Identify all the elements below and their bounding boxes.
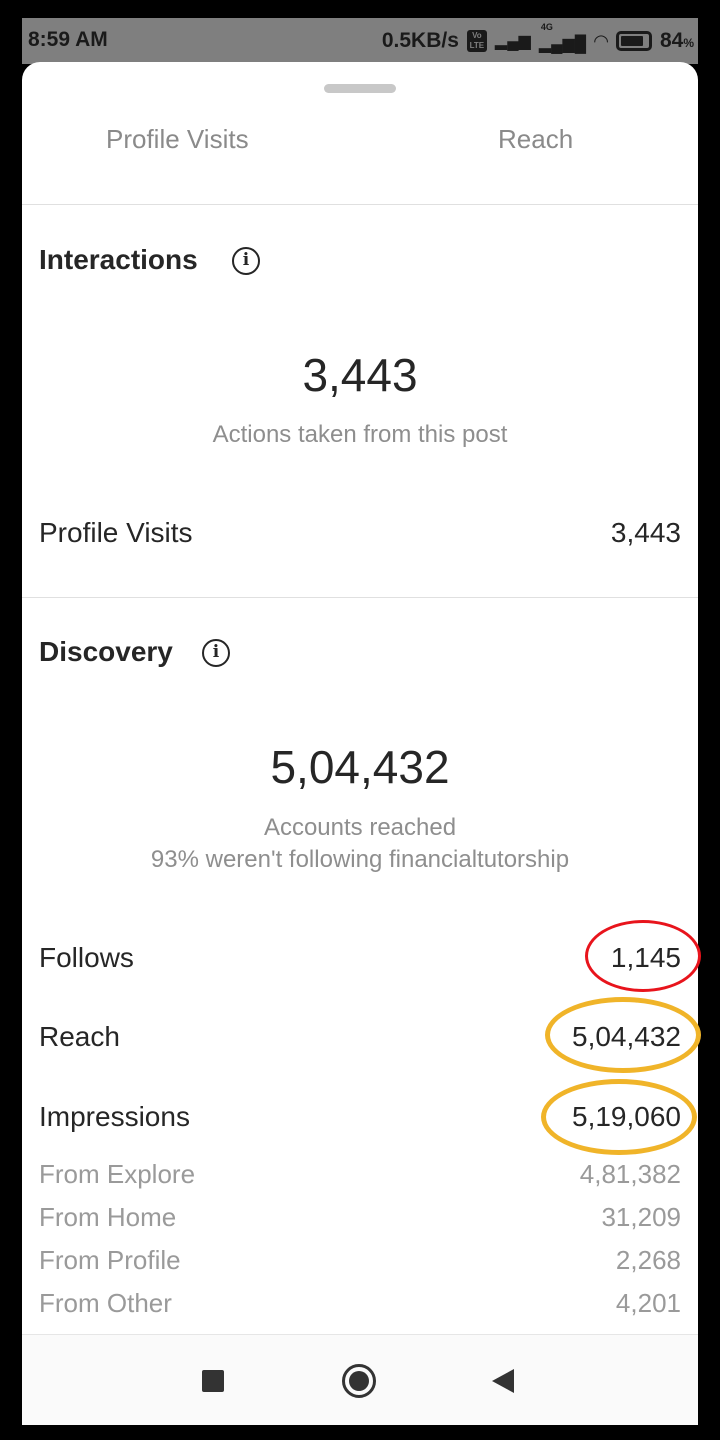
volte-badge: Vo LTE (466, 30, 487, 52)
status-bar: 8:59 AM 0.5KB/s Vo LTE ▂▄▆ 4G ▂▄▆█ ◠ 84% (22, 18, 698, 64)
row-label: From Explore (39, 1159, 196, 1189)
discovery-caption-followers: 93% weren't following financialtutorship (150, 846, 570, 873)
row-value: 2,268 (615, 1245, 681, 1275)
row-value: 31,209 (601, 1202, 681, 1232)
source-row: From Home 31,209 (39, 1202, 681, 1233)
signal-icon: ▂▄▆ (494, 33, 531, 50)
row-label: From Other (39, 1288, 172, 1318)
network-type: 4G (540, 22, 553, 32)
divider (22, 204, 698, 205)
row-value: 4,201 (615, 1288, 681, 1318)
source-row: From Explore 4,81,382 (39, 1159, 681, 1190)
row-label: Follows (39, 942, 134, 973)
battery-level: 84% (659, 29, 694, 52)
yellow-annotation-circle (541, 1079, 697, 1155)
interactions-total: 3,443 (302, 349, 418, 401)
row-label: Profile Visits (39, 517, 193, 548)
info-icon[interactable]: i (202, 639, 230, 667)
network-speed: 0.5KB/s (381, 29, 459, 52)
row-value: 4,81,382 (579, 1159, 681, 1189)
info-icon[interactable]: i (232, 247, 260, 275)
row-label: Impressions (39, 1101, 190, 1132)
red-annotation-circle (585, 920, 701, 992)
discovery-title: Discovery (39, 636, 173, 667)
profile-visits-row: Profile Visits 3,443 (39, 517, 681, 549)
row-value: 3,443 (610, 517, 681, 548)
circle-icon[interactable] (342, 1364, 376, 1398)
source-row: From Profile 2,268 (39, 1245, 681, 1276)
interactions-caption: Actions taken from this post (212, 421, 508, 448)
discovery-caption: Accounts reached (263, 814, 457, 841)
divider (22, 597, 698, 598)
system-nav-bar (22, 1334, 698, 1425)
wifi-icon: ◠ (594, 30, 608, 51)
source-row: From Other 4,201 (39, 1288, 681, 1319)
signal-4g-icon: 4G ▂▄▆█ (538, 22, 587, 53)
triangle-back-icon[interactable] (492, 1369, 514, 1393)
battery-icon (615, 31, 652, 51)
interactions-title: Interactions (39, 244, 198, 275)
row-label: From Profile (39, 1245, 181, 1275)
tab-reach[interactable]: Reach (498, 124, 574, 154)
insights-sheet: Profile Visits Reach Interactions i 3,44… (22, 62, 701, 1425)
tab-profile-visits[interactable]: Profile Visits (106, 124, 249, 154)
square-icon[interactable] (202, 1370, 224, 1392)
status-time: 8:59 AM (28, 28, 108, 51)
drag-handle[interactable] (324, 84, 396, 93)
row-label: From Home (39, 1202, 177, 1232)
discovery-total: 5,04,432 (270, 741, 450, 793)
yellow-annotation-circle (545, 997, 701, 1073)
row-label: Reach (39, 1021, 120, 1052)
